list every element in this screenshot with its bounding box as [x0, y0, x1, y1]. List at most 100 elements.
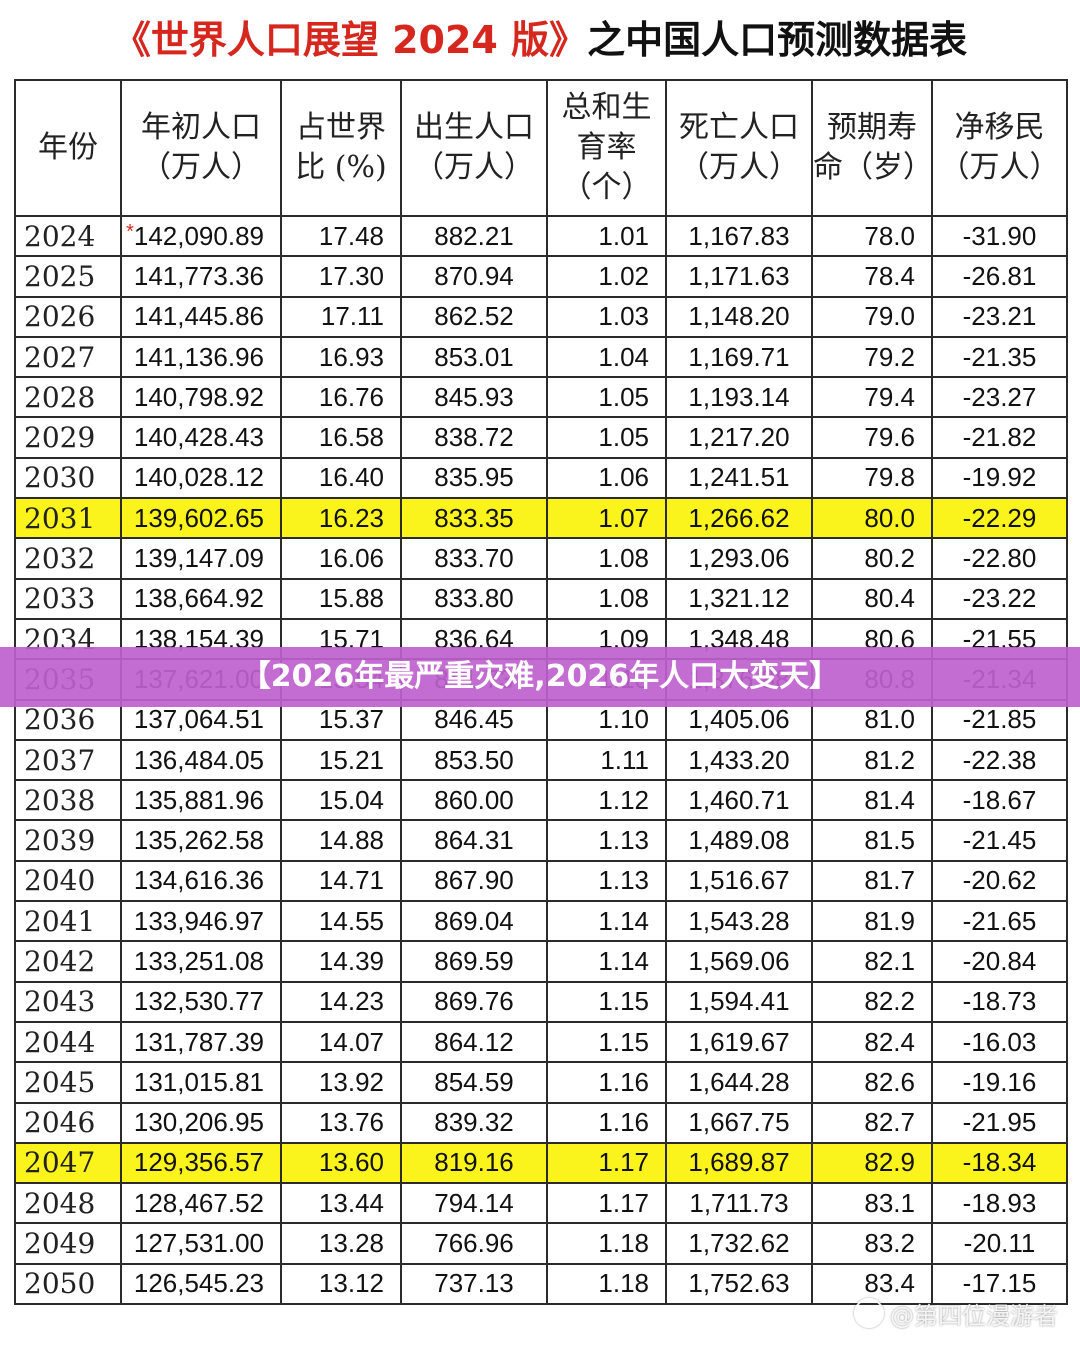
- cell-life-expectancy: 81.5: [811, 819, 933, 862]
- cell-deaths: 1,193.14: [665, 376, 813, 419]
- cell-population: 139,602.65: [120, 497, 282, 540]
- table-row: 2045 131,015.81 13.92 854.59 1.16 1,644.28 82.…: [14, 1061, 1068, 1104]
- watermark: @第四位漫游者: [854, 1296, 1058, 1331]
- cell-life-expectancy: 82.4: [811, 1020, 933, 1064]
- cell-deaths: 1,732.62: [665, 1222, 813, 1265]
- cell-world-share: 16.23: [280, 497, 402, 540]
- cell-population: 141,136.96: [120, 335, 282, 379]
- cell-deaths: 1,321.12: [665, 577, 813, 620]
- table-row: 2032 139,147.09 16.06 833.70 1.08 1,293.06 80.…: [14, 537, 1068, 580]
- cell-year: 2043: [14, 980, 122, 1023]
- cell-births: 838.72: [400, 416, 548, 459]
- table-row: 2033 138,664.92 15.88 833.80 1.08 1,321.12 80.…: [14, 577, 1068, 620]
- cell-life-expectancy: 78.0: [811, 214, 933, 258]
- cell-fertility-rate: 1.18: [546, 1222, 667, 1265]
- cell-net-migration: -21.65: [931, 900, 1068, 943]
- cell-life-expectancy: 83.4: [811, 1262, 933, 1306]
- cell-year: 2037: [14, 738, 122, 782]
- cell-world-share: 14.23: [280, 980, 402, 1023]
- table-row: 2041 133,946.97 14.55 869.04 1.14 1,543.28 81.…: [14, 900, 1068, 943]
- cell-net-migration: -18.34: [931, 1141, 1068, 1185]
- table-row: 2048 128,467.52 13.44 794.14 1.17 1,711.73 83.…: [14, 1182, 1068, 1225]
- cell-births: 860.00: [400, 779, 548, 822]
- cell-fertility-rate: 1.06: [546, 456, 667, 500]
- table-row: 2025 141,773.36 17.30 870.94 1.02 1,171.63 78.…: [14, 255, 1068, 298]
- cell-world-share: 16.93: [280, 335, 402, 379]
- cell-fertility-rate: 1.13: [546, 819, 667, 862]
- table-row: 2026 141,445.86 17.11 862.52 1.03 1,148.20 79.…: [14, 295, 1068, 338]
- cell-fertility-rate: 1.16: [546, 1101, 667, 1144]
- cell-year: 2045: [14, 1061, 122, 1104]
- cell-net-migration: -26.81: [931, 255, 1068, 298]
- table-row: 2024 *142,090.89 17.48 882.21 1.01 1,167.83 78…: [14, 214, 1068, 258]
- cell-births: 833.70: [400, 537, 548, 580]
- cell-births: 766.96: [400, 1222, 548, 1265]
- cell-births: 864.31: [400, 819, 548, 862]
- cell-world-share: 13.28: [280, 1222, 402, 1265]
- cell-deaths: 1,293.06: [665, 537, 813, 580]
- cell-births: 833.35: [400, 497, 548, 540]
- cell-fertility-rate: 1.05: [546, 376, 667, 419]
- cell-world-share: 15.21: [280, 738, 402, 782]
- cell-population: 131,787.39: [120, 1020, 282, 1064]
- table-row: 2027 141,136.96 16.93 853.01 1.04 1,169.71 79.…: [14, 335, 1068, 379]
- cell-population: 133,251.08: [120, 940, 282, 983]
- overlay-banner[interactable]: 【2026年最严重灾难,2026年人口大变天】: [0, 647, 1080, 707]
- cell-world-share: 17.11: [280, 295, 402, 338]
- cell-population: 132,530.77: [120, 980, 282, 1023]
- cell-population: 134,616.36: [120, 859, 282, 903]
- table-row: 2047 129,356.57 13.60 819.16 1.17 1,689.87 82.…: [14, 1141, 1068, 1185]
- cell-births: 869.76: [400, 980, 548, 1023]
- cell-fertility-rate: 1.03: [546, 295, 667, 338]
- cell-world-share: 16.58: [280, 416, 402, 459]
- cell-net-migration: -21.45: [931, 819, 1068, 862]
- cell-life-expectancy: 80.2: [811, 537, 933, 580]
- cell-net-migration: -16.03: [931, 1020, 1068, 1064]
- cell-net-migration: -23.21: [931, 295, 1068, 338]
- cell-net-migration: -18.73: [931, 980, 1068, 1023]
- cell-fertility-rate: 1.02: [546, 255, 667, 298]
- cell-deaths: 1,433.20: [665, 738, 813, 782]
- cell-year: 2047: [14, 1141, 122, 1185]
- header-year: 年份: [14, 79, 122, 217]
- cell-deaths: 1,489.08: [665, 819, 813, 862]
- cell-life-expectancy: 82.7: [811, 1101, 933, 1144]
- cell-life-expectancy: 80.0: [811, 497, 933, 540]
- cell-world-share: 14.55: [280, 900, 402, 943]
- cell-year: 2041: [14, 900, 122, 943]
- cell-births: 869.04: [400, 900, 548, 943]
- cell-net-migration: -20.62: [931, 859, 1068, 903]
- cell-year: 2042: [14, 940, 122, 983]
- asterisk-marker: *: [126, 220, 134, 243]
- cell-births: 882.21: [400, 214, 548, 258]
- cell-fertility-rate: 1.14: [546, 900, 667, 943]
- cell-year: 2050: [14, 1262, 122, 1306]
- cell-year: 2029: [14, 416, 122, 459]
- cell-life-expectancy: 81.7: [811, 859, 933, 903]
- cell-deaths: 1,167.83: [665, 214, 813, 258]
- cell-net-migration: -19.92: [931, 456, 1068, 500]
- table-row: 2039 135,262.58 14.88 864.31 1.13 1,489.08 81.…: [14, 819, 1068, 862]
- cell-world-share: 17.30: [280, 255, 402, 298]
- table-row: 2028 140,798.92 16.76 845.93 1.05 1,193.14 79.…: [14, 376, 1068, 419]
- cell-fertility-rate: 1.07: [546, 497, 667, 540]
- cell-deaths: 1,460.71: [665, 779, 813, 822]
- cell-deaths: 1,594.41: [665, 980, 813, 1023]
- cell-world-share: 14.07: [280, 1020, 402, 1064]
- cell-net-migration: -20.11: [931, 1222, 1068, 1265]
- cell-net-migration: -21.95: [931, 1101, 1068, 1144]
- cell-population: 135,881.96: [120, 779, 282, 822]
- cell-population: 140,798.92: [120, 376, 282, 419]
- cell-life-expectancy: 82.2: [811, 980, 933, 1023]
- cell-population: *142,090.89: [120, 214, 282, 258]
- header-world-share: 占世界比 (%): [280, 79, 402, 217]
- cell-life-expectancy: 82.1: [811, 940, 933, 983]
- cell-births: 794.14: [400, 1182, 548, 1225]
- cell-world-share: 17.48: [280, 214, 402, 258]
- header-net-migration: 净移民（万人）: [931, 79, 1068, 217]
- population-table: 年份 年初人口（万人） 占世界比 (%) 出生人口（万人） 总和生育率（个） 死…: [14, 79, 1068, 1306]
- cell-net-migration: -23.27: [931, 376, 1068, 419]
- cell-world-share: 16.40: [280, 456, 402, 500]
- cell-fertility-rate: 1.17: [546, 1141, 667, 1185]
- cell-year: 2027: [14, 335, 122, 379]
